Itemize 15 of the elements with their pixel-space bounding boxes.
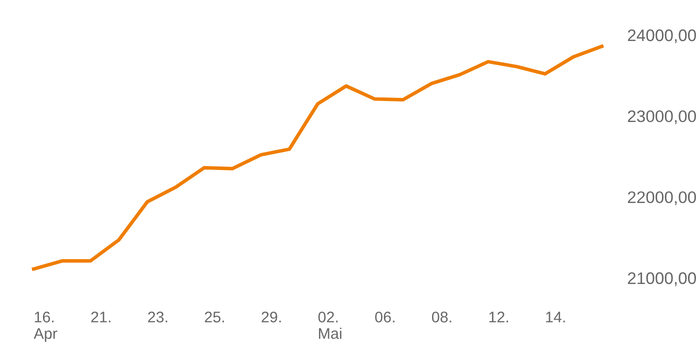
x-tick-label: 21. bbox=[91, 312, 110, 322]
x-tick-label: 25. bbox=[204, 312, 224, 322]
y-tick-label: 23000,00 bbox=[628, 110, 696, 124]
x-tick-label: 06. bbox=[375, 312, 394, 322]
x-tick-label: 14. bbox=[546, 312, 565, 322]
y-tick-label: 21000,00 bbox=[628, 272, 696, 286]
x-tick-label: 12. bbox=[489, 312, 508, 322]
y-tick-label: 24000,00 bbox=[628, 29, 696, 44]
y-tick-label: 22000,00 bbox=[628, 191, 696, 206]
x-tick-label: 23. bbox=[148, 312, 168, 322]
line-series bbox=[32, 44, 604, 271]
x-tick-label: 08. bbox=[432, 312, 452, 322]
x-tick-label: 16. Apr bbox=[34, 312, 58, 342]
x-tick-label: 02. Mai bbox=[318, 312, 342, 339]
x-tick-label: 29. bbox=[262, 312, 281, 322]
